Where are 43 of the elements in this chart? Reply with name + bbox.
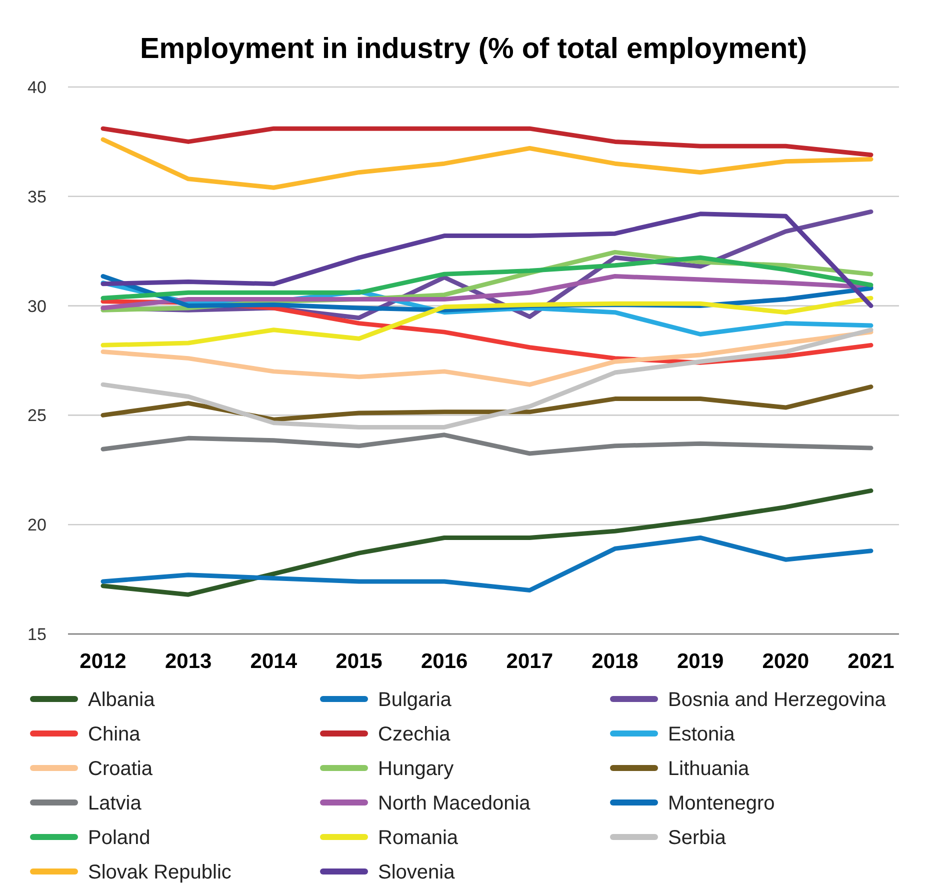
line-series [100,255,874,300]
legend-label: Latvia [88,792,142,814]
legend-label: Serbia [668,827,727,849]
legend-label: Slovenia [378,862,456,884]
legend-label: China [88,724,142,746]
line-series [100,432,874,456]
line-series [100,535,874,592]
line-series [100,330,874,387]
x-tick-label: 2017 [506,650,554,673]
x-tick-label: 2021 [848,650,895,673]
y-tick-label: 30 [28,296,46,316]
line-series [100,137,874,190]
line-series [100,296,874,348]
line-series [100,488,874,597]
x-tick-label: 2018 [592,650,639,673]
legend-label: Slovak Republic [88,862,232,884]
y-tick-label: 35 [28,187,46,206]
legend-label: Albania [88,689,156,711]
legend-label: Hungary [378,758,454,780]
legend-label: Poland [88,827,150,849]
y-tick-label: 20 [28,516,46,535]
x-tick-label: 2012 [80,650,126,673]
chart-title: Employment in industry (% of total employment) [140,33,808,65]
legend-label: Lithuania [668,758,750,780]
legend-label: Montenegro [668,792,775,814]
line-series [100,126,874,158]
x-tick-label: 2020 [762,650,810,673]
y-tick-label: 15 [28,625,46,644]
x-tick-label: 2014 [250,650,298,673]
y-tick-label: 25 [28,406,46,426]
x-tick-label: 2015 [336,650,383,673]
legend-label: North Macedonia [378,792,532,814]
legend-label: Bosnia and Herzegovina [668,689,887,711]
legend-label: Croatia [88,758,154,780]
legend-label: Romania [378,827,459,849]
y-tick-label: 40 [28,78,46,97]
x-tick-label: 2013 [164,650,212,673]
x-tick-label: 2019 [676,650,724,673]
x-tick-label: 2016 [420,650,468,673]
line-series [100,384,874,422]
legend-label: Bulgaria [378,689,452,711]
legend-label: Czechia [378,724,452,746]
legend-label: Estonia [668,724,736,746]
